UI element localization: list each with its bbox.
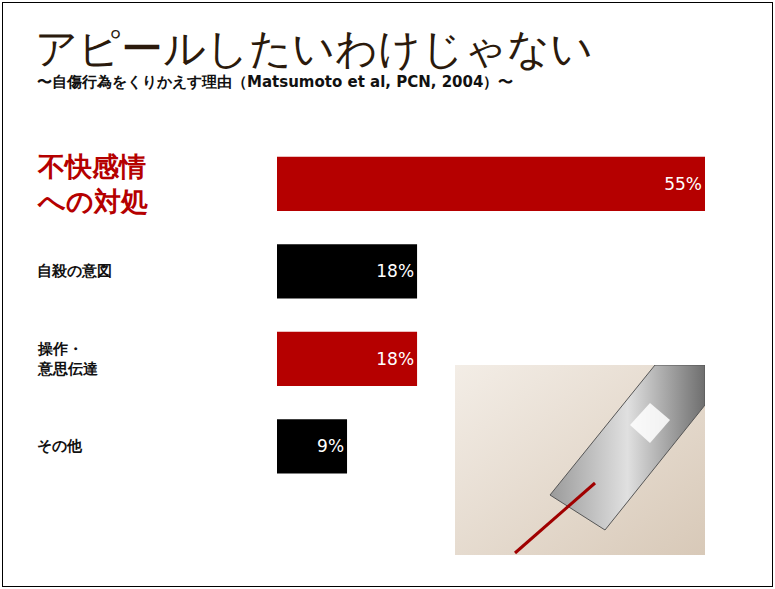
svg-text:18%: 18%	[376, 261, 414, 281]
svg-text:〜自傷行為をくりかえす理由（Matsumoto et al,: 〜自傷行為をくりかえす理由（Matsumoto et al, PCN, 2004…	[37, 73, 513, 91]
svg-text:その他: その他	[37, 437, 83, 455]
svg-text:操作・意思伝達: 操作・意思伝達	[37, 340, 99, 378]
svg-text:9%: 9%	[317, 436, 344, 456]
svg-text:自殺の意図: 自殺の意図	[37, 262, 112, 280]
svg-text:18%: 18%	[376, 349, 414, 369]
svg-text:55%: 55%	[664, 174, 702, 194]
svg-text:アピールしたいわけじゃない: アピールしたいわけじゃない	[35, 24, 593, 73]
svg-text:不快感情への対処: 不快感情への対処	[37, 151, 148, 217]
